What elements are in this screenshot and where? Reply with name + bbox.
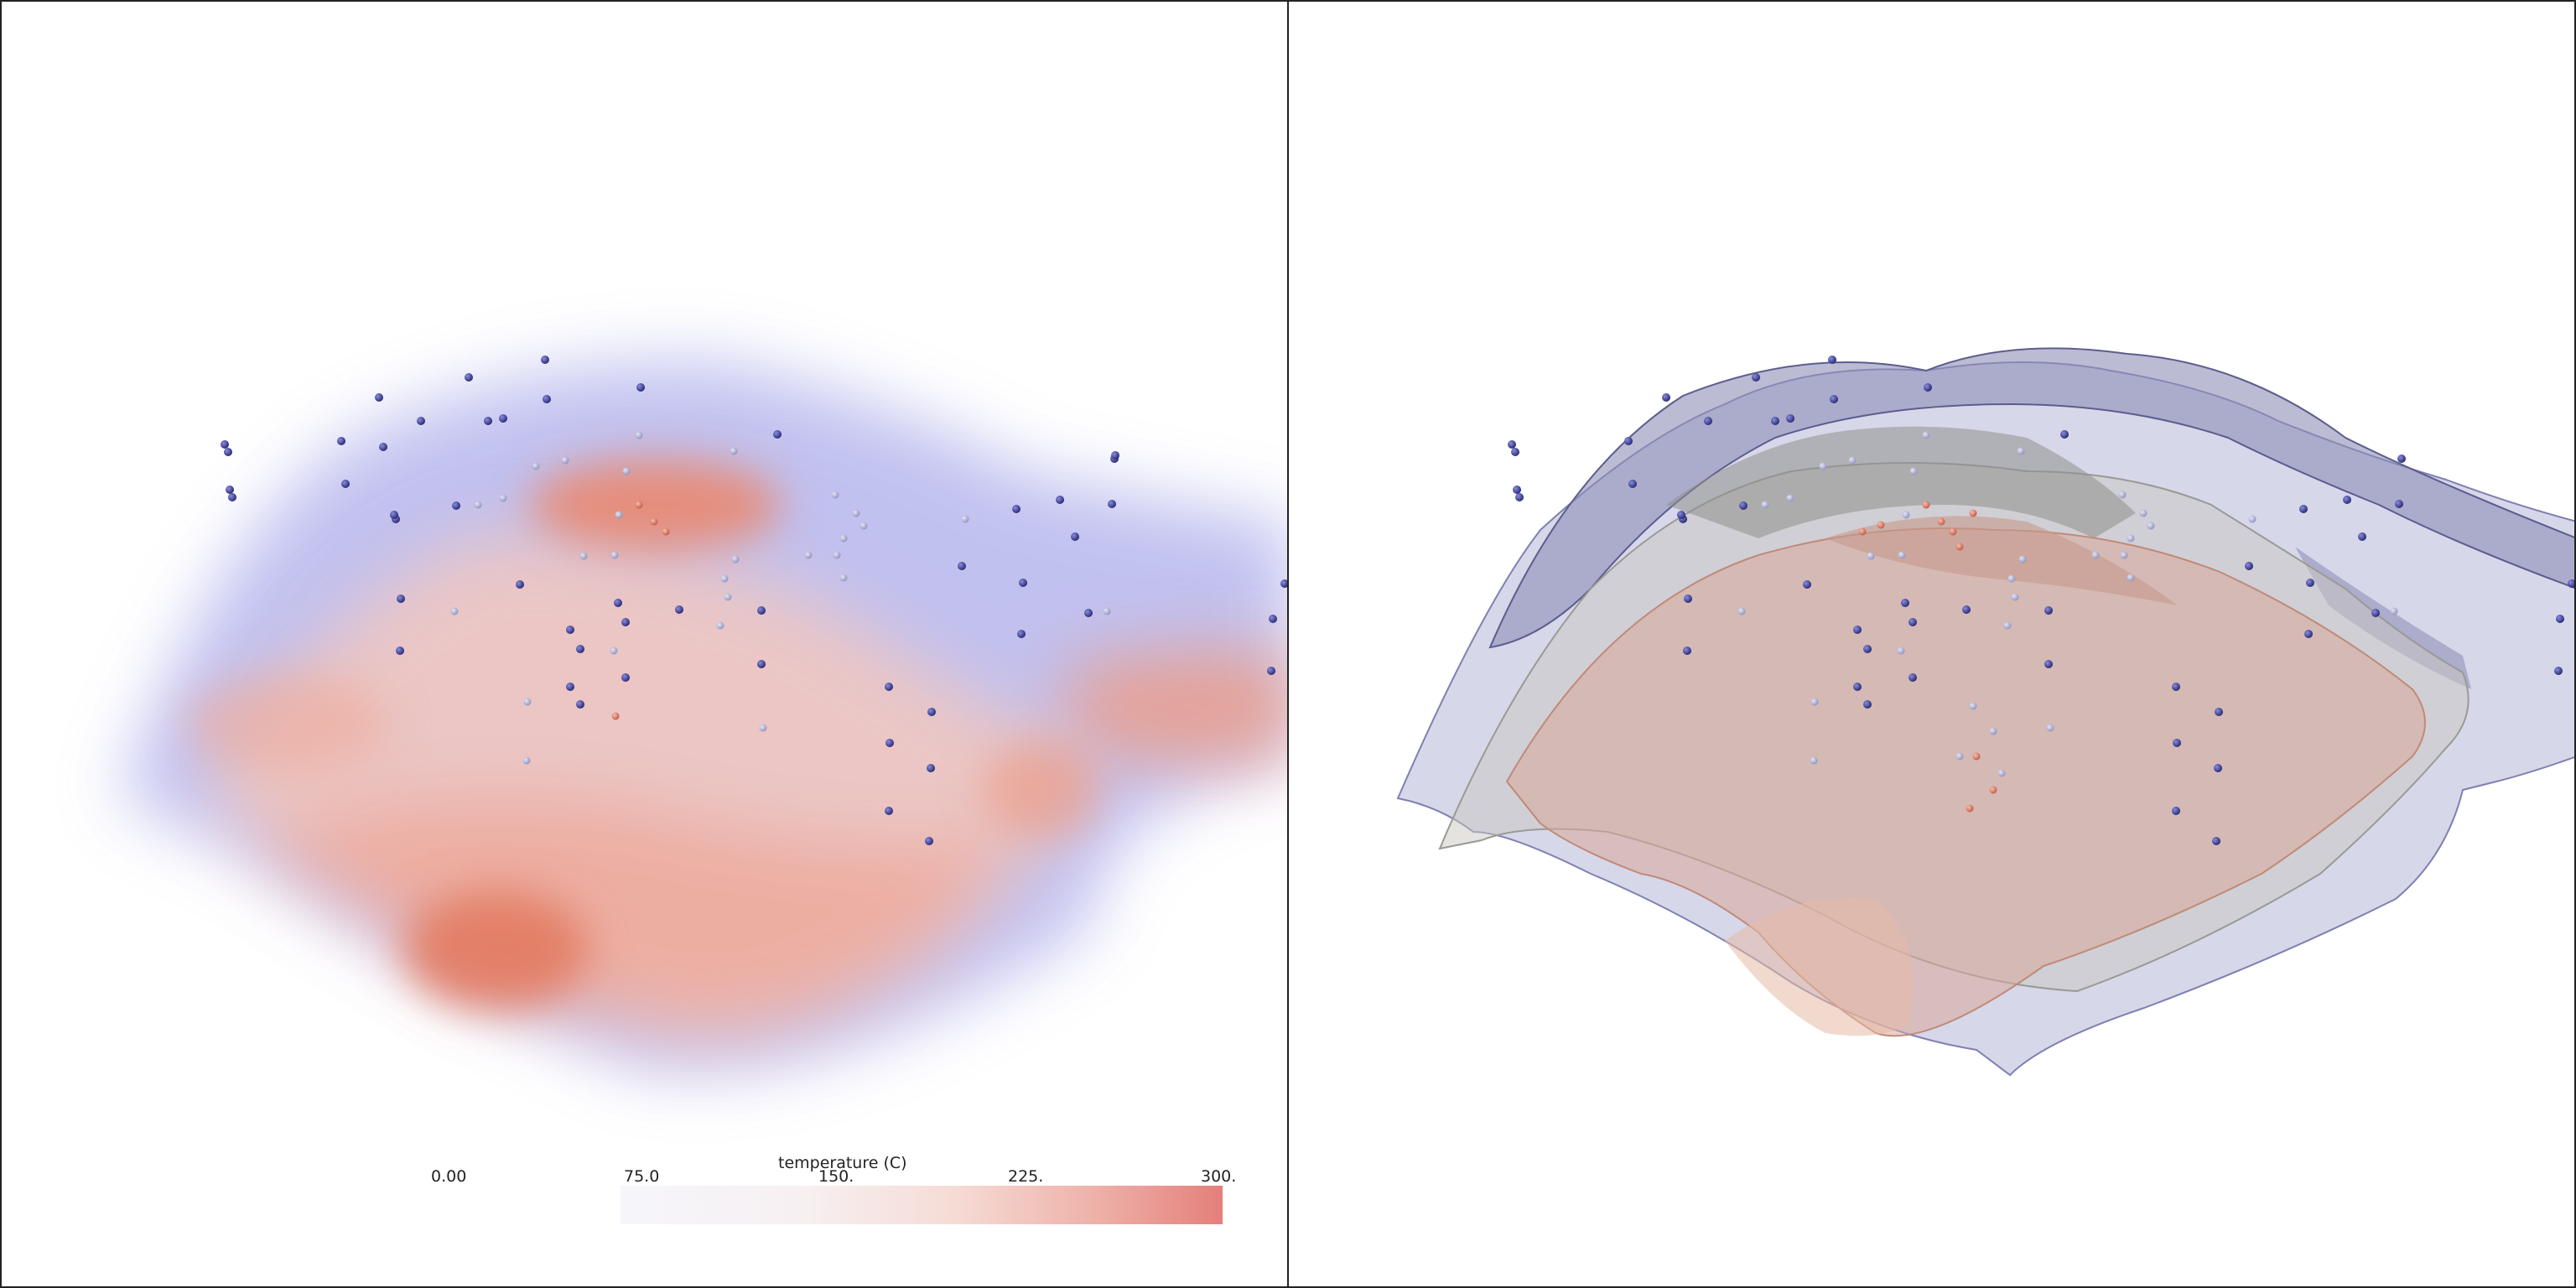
hot-isosurface xyxy=(1505,516,2426,1037)
right-viewport[interactable] xyxy=(1288,0,2576,1288)
well-points-right xyxy=(1508,356,2574,845)
isosurface-rendering xyxy=(1396,347,2574,1077)
volume-rendering xyxy=(119,356,1287,1070)
left-viewport[interactable]: temperature (C) 0.00 75.0 150. 225. 300. xyxy=(0,0,1288,1288)
well-points-left xyxy=(221,356,1287,845)
hot-spots xyxy=(186,459,1100,1008)
warm-volume xyxy=(203,535,1287,1039)
